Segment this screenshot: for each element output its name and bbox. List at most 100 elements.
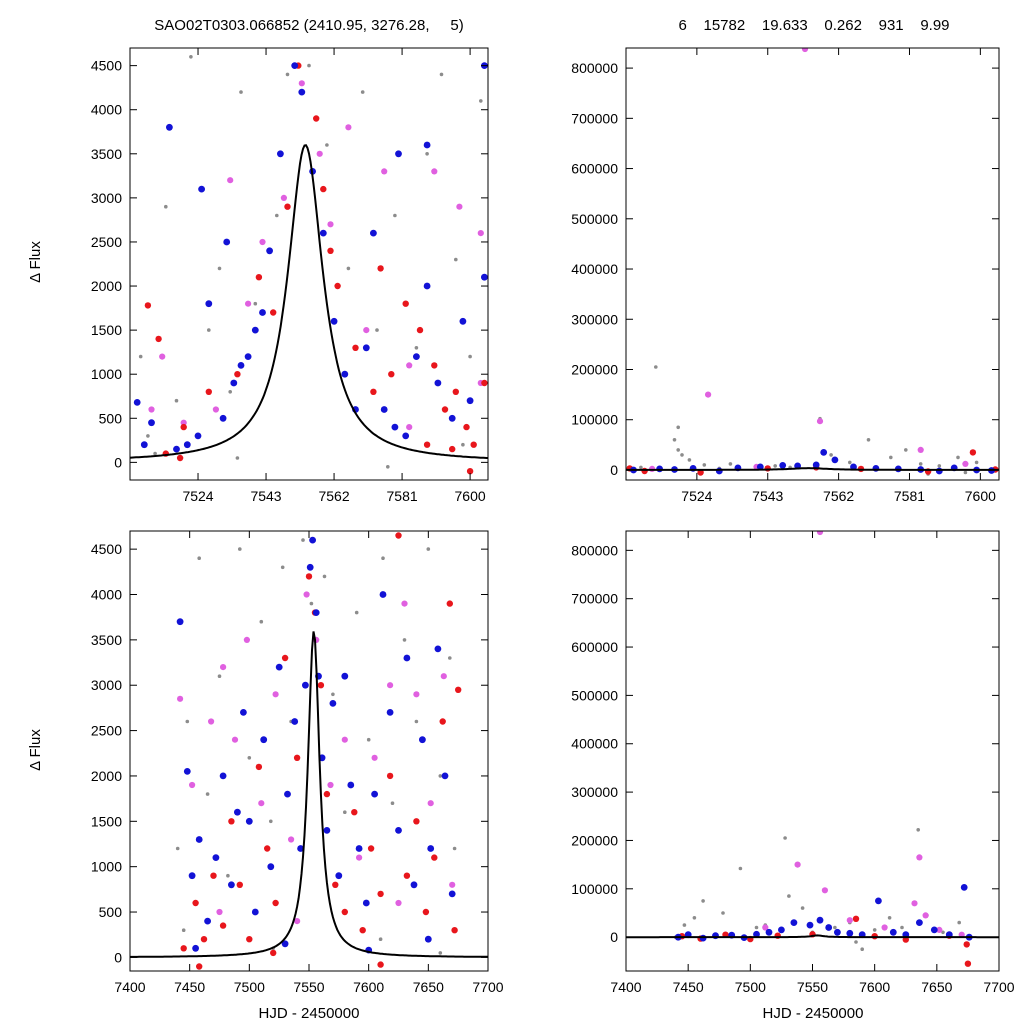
data-point-blue <box>298 88 306 96</box>
data-point-blue <box>427 845 435 852</box>
data-point-blue <box>434 645 442 653</box>
data-point-blue <box>916 919 923 926</box>
figure-title-left: SAO02T0303.066852 (2410.95, 3276.28, 5) <box>154 17 463 34</box>
data-point-red <box>386 772 394 780</box>
data-point-blue <box>219 772 227 780</box>
data-point-red <box>219 922 227 929</box>
data-point-blue <box>790 919 798 926</box>
data-point-red <box>228 818 235 825</box>
data-point-red <box>446 600 453 607</box>
data-point-blue <box>423 282 431 290</box>
plot-frame <box>625 47 1000 481</box>
data-point-blue <box>778 926 785 934</box>
data-point-blue <box>391 423 399 431</box>
data-point-violet <box>705 391 712 398</box>
x-tick-label: 7562 <box>823 488 854 504</box>
data-point-violet <box>916 854 923 861</box>
data-point-gray <box>916 828 920 832</box>
data-point-gray <box>452 846 457 851</box>
data-point-blue <box>889 928 897 936</box>
data-point-gray <box>702 463 707 467</box>
y-tick-label: 1000 <box>91 859 122 875</box>
data-point-violet <box>371 754 378 761</box>
data-point-red <box>192 899 199 907</box>
y-tick-label: 0 <box>114 454 122 470</box>
data-point-blue <box>140 441 148 449</box>
y-tick-label: 2000 <box>91 278 122 294</box>
data-point-blue <box>230 379 238 387</box>
data-point-red <box>395 532 402 539</box>
fit-curve <box>130 144 488 459</box>
data-point-violet <box>316 150 323 157</box>
bottom-right-points <box>673 531 973 967</box>
data-point-gray <box>153 451 157 456</box>
data-point-blue <box>930 926 938 934</box>
data-point-blue <box>192 944 200 952</box>
data-point-gray <box>393 213 397 218</box>
data-point-blue <box>183 441 191 449</box>
data-point-gray <box>146 434 150 438</box>
data-point-violet <box>762 924 769 931</box>
data-point-violet <box>449 881 456 888</box>
data-point-red <box>264 845 271 852</box>
data-point-red <box>323 790 331 798</box>
figure-title-right: 6 15782 19.633 0.262 931 9.99 <box>678 17 949 34</box>
data-point-red <box>270 949 277 957</box>
data-point-blue <box>228 881 235 889</box>
y-tick-label: 2500 <box>91 234 122 250</box>
data-point-violet <box>272 691 279 698</box>
data-point-gray <box>414 346 419 350</box>
data-point-blue <box>466 397 474 405</box>
data-point-violet <box>216 908 223 916</box>
data-point-red <box>332 881 339 888</box>
data-point-blue <box>312 609 320 616</box>
y-tick-label: 0 <box>114 949 122 965</box>
data-point-red <box>281 654 289 662</box>
data-point-gray <box>728 462 733 466</box>
data-point-gray <box>738 866 743 871</box>
data-point-red <box>451 927 458 934</box>
data-point-gray <box>672 438 677 442</box>
data-point-violet <box>245 300 252 307</box>
data-point-red <box>341 908 348 916</box>
data-point-gray <box>854 940 858 944</box>
data-point-gray <box>381 556 385 560</box>
data-point-gray <box>439 72 444 77</box>
data-point-red <box>180 423 187 431</box>
data-point-red <box>367 845 375 852</box>
data-point-red <box>463 423 470 431</box>
data-point-blue <box>297 845 304 852</box>
data-point-blue <box>204 917 212 925</box>
data-point-blue <box>362 899 370 907</box>
data-point-gray <box>354 610 359 615</box>
y-tick-label: 800000 <box>571 60 618 76</box>
data-point-blue <box>386 709 394 716</box>
data-point-blue <box>281 940 289 948</box>
data-point-gray <box>228 390 232 394</box>
data-point-red <box>481 379 488 387</box>
data-point-gray <box>887 916 892 920</box>
data-point-violet <box>431 168 438 175</box>
data-point-blue <box>198 185 206 193</box>
data-point-red <box>403 872 411 879</box>
data-point-violet <box>280 194 287 201</box>
data-point-gray <box>956 455 960 460</box>
data-point-blue <box>330 317 338 325</box>
data-point-gray <box>322 574 327 579</box>
data-point-blue <box>205 300 213 308</box>
data-point-blue <box>812 461 820 469</box>
data-point-gray <box>360 90 365 94</box>
data-point-blue <box>329 700 337 707</box>
data-point-violet <box>327 781 334 789</box>
data-point-gray <box>197 556 201 560</box>
x-tick-label: 7562 <box>318 488 349 504</box>
data-point-blue <box>448 890 456 898</box>
x-tick-label: 7650 <box>413 979 444 995</box>
y-tick-label: 600000 <box>571 161 618 177</box>
data-point-blue <box>441 772 449 780</box>
data-point-red <box>431 854 438 861</box>
data-point-blue <box>834 928 841 936</box>
data-point-violet <box>821 887 829 894</box>
data-point-blue <box>173 445 180 453</box>
